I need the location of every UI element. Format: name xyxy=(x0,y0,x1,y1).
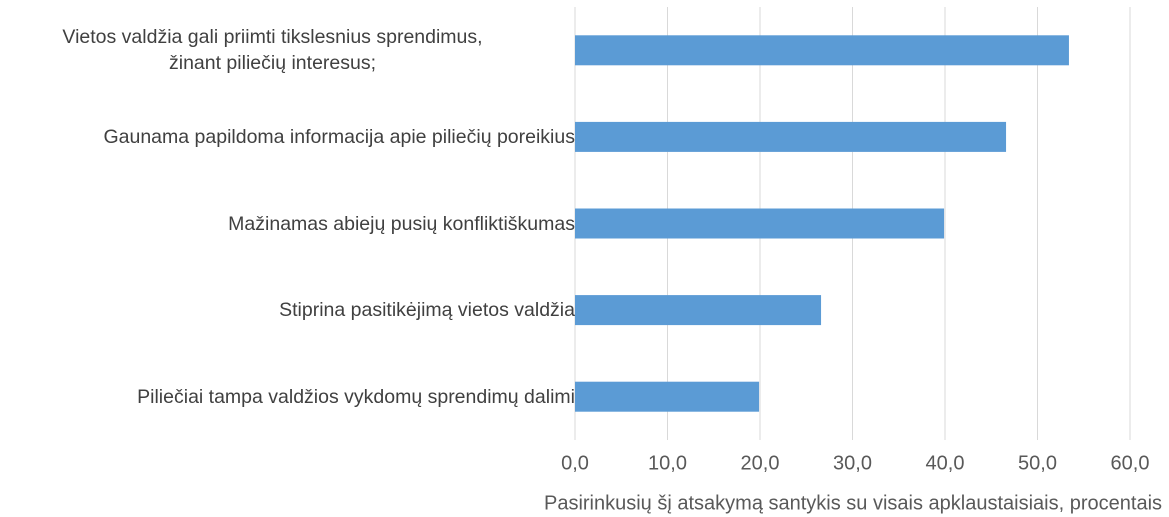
bar xyxy=(575,121,1007,152)
x-tick-label: 10,0 xyxy=(648,452,687,474)
y-tick-label: Vietos valdžia gali priimti tikslesnius … xyxy=(62,26,483,75)
x-tick-label: 20,0 xyxy=(741,452,780,474)
x-tick-label: 40,0 xyxy=(926,452,965,474)
x-tick-label: 50,0 xyxy=(1018,452,1057,474)
y-tick-label: Gaunama papildoma informacija apie pilie… xyxy=(103,125,575,148)
y-tick-label: Mažinamas abiejų pusių konfliktiškumas xyxy=(228,212,575,235)
bar xyxy=(575,295,822,326)
bar xyxy=(575,208,945,239)
x-axis-title: Pasirinkusių šį atsakymą santykis su vis… xyxy=(544,492,1162,514)
y-tick-label: Stiprina pasitikėjimą vietos valdžia xyxy=(279,299,575,322)
y-tick-label: Piliečiai tampa valdžios vykdomų sprendi… xyxy=(137,385,575,408)
x-tick-label: 60,0 xyxy=(1111,452,1150,474)
x-tick-label: 0,0 xyxy=(561,452,589,474)
bar xyxy=(575,381,760,412)
x-tick-label: 30,0 xyxy=(833,452,872,474)
bar xyxy=(575,35,1069,66)
